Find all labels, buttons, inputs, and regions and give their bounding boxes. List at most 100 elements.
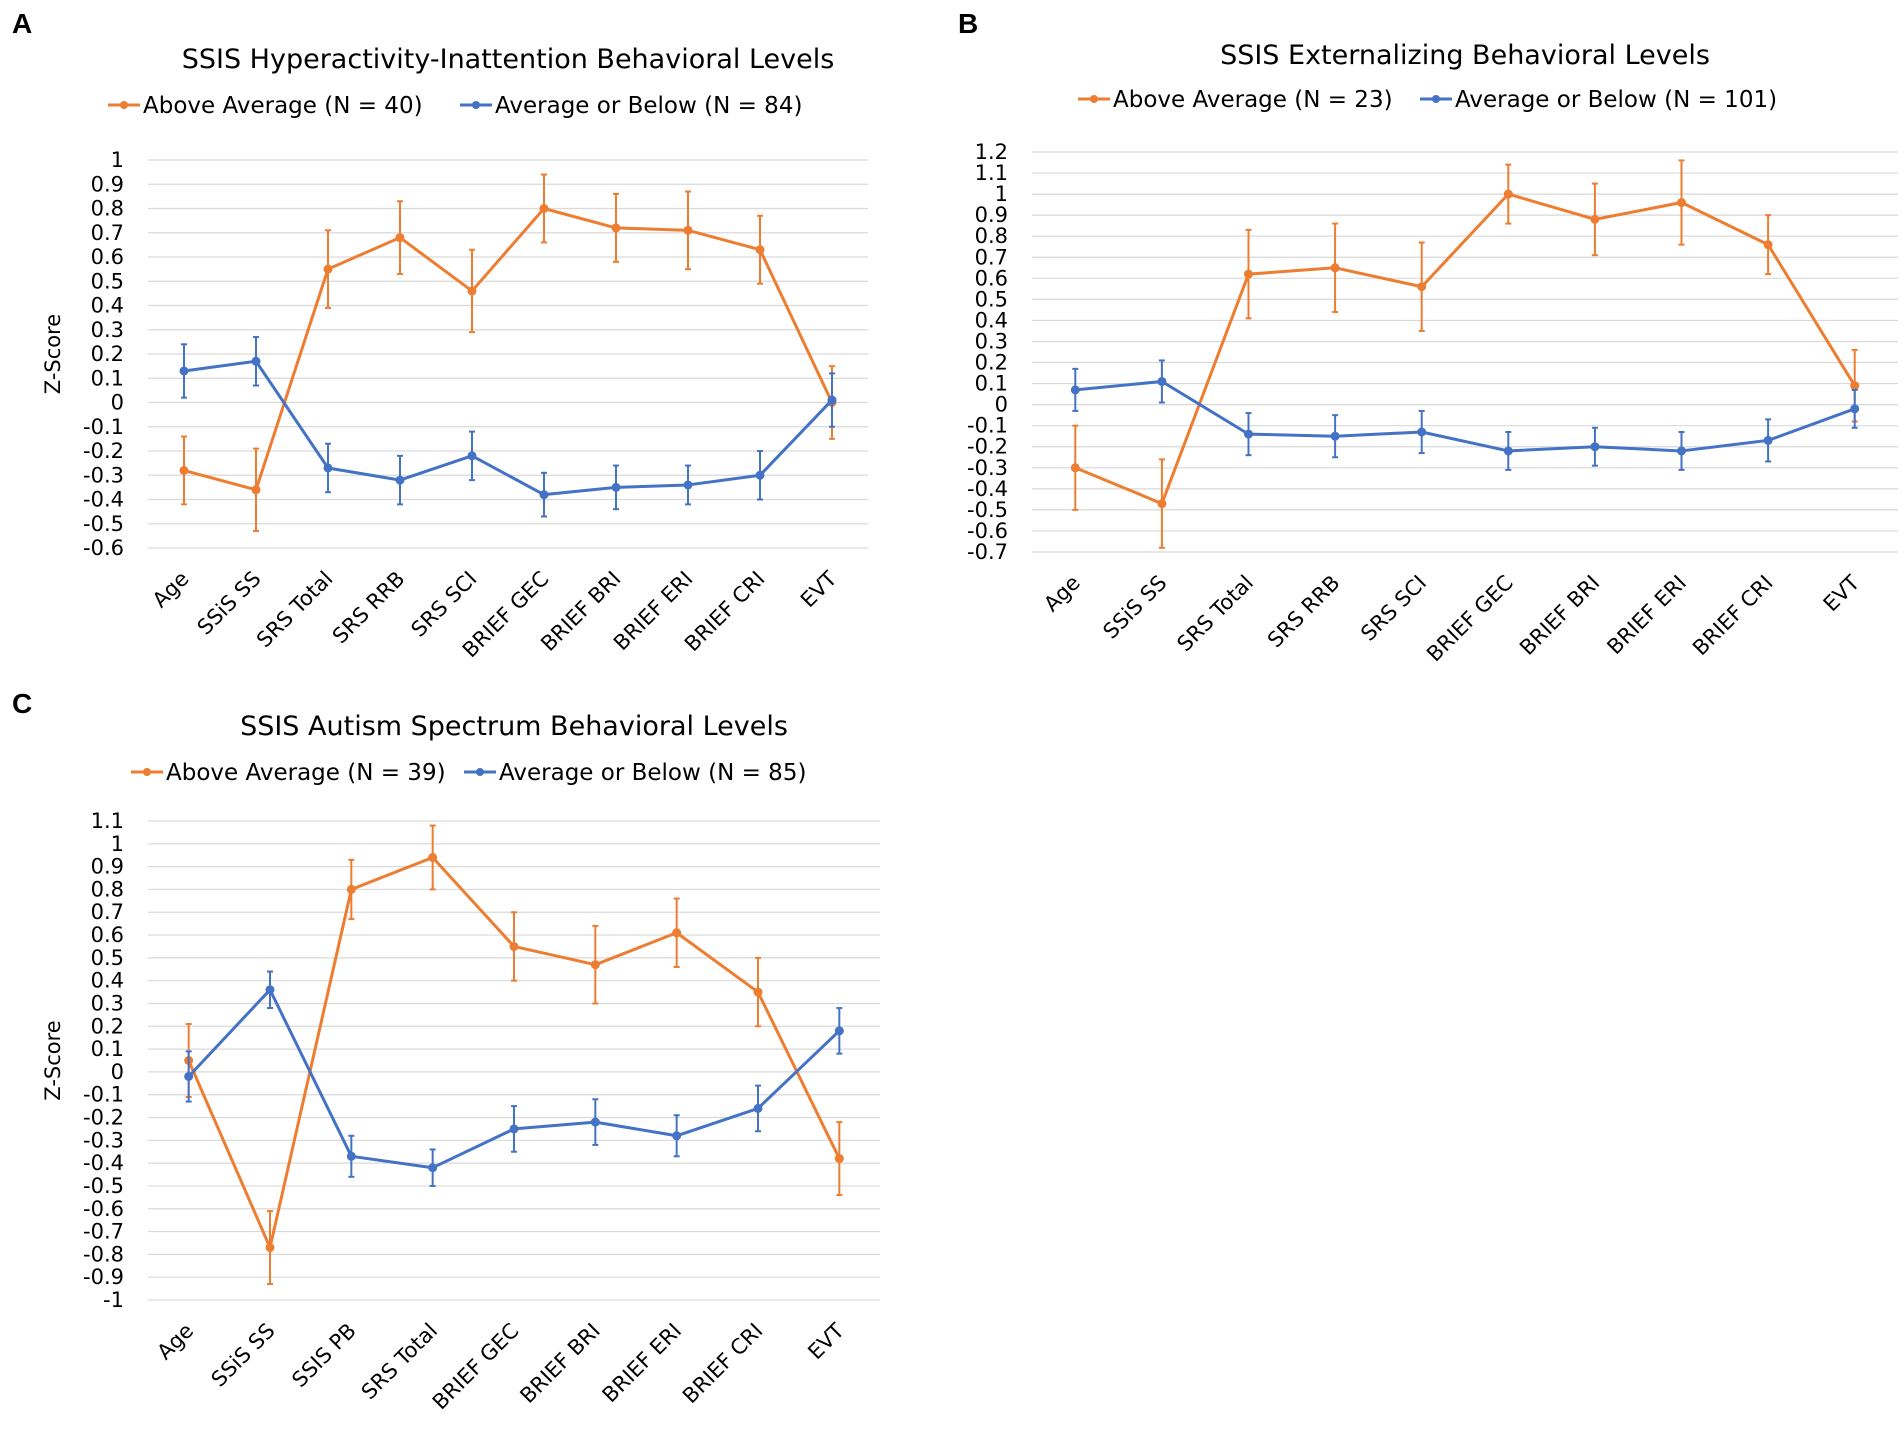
data-point xyxy=(1850,404,1860,414)
y-tick-label: -0.4 xyxy=(83,488,124,512)
y-tick-label: -0.1 xyxy=(83,1083,124,1107)
data-point xyxy=(346,1151,356,1161)
data-point xyxy=(611,482,621,492)
x-tick-label: BRIEF GEC xyxy=(1422,571,1518,667)
y-tick-label: 0.1 xyxy=(91,1037,124,1061)
data-point xyxy=(179,366,189,376)
data-point xyxy=(1503,446,1513,456)
data-point xyxy=(539,204,549,213)
y-tick-label: 1.1 xyxy=(91,809,124,833)
panel-b: B SSIS Externalizing Behavioral Levels Ab… xyxy=(925,0,1904,680)
x-tick-label: BRIEF ERI xyxy=(598,1319,687,1408)
data-point xyxy=(1763,240,1773,250)
y-tick-label: -0.3 xyxy=(83,1128,124,1152)
y-tick-label: 0.1 xyxy=(91,366,124,390)
data-point xyxy=(753,1103,763,1113)
legend-marker xyxy=(1090,95,1098,103)
y-tick-label: -0.3 xyxy=(967,456,1008,480)
data-point xyxy=(428,1163,438,1173)
legend-marker xyxy=(1432,95,1440,103)
legend-label: Average or Below (N = 85) xyxy=(499,760,806,786)
panel-letter: B xyxy=(958,8,979,39)
y-tick-label: 0.3 xyxy=(975,329,1008,353)
legend-label: Average or Below (N = 84) xyxy=(495,93,802,119)
data-point xyxy=(1417,282,1427,292)
x-tick-label: BRIEF CRI xyxy=(1688,571,1778,661)
y-tick-label: -0.5 xyxy=(967,498,1008,522)
data-point xyxy=(509,941,519,951)
y-tick-label: -0.2 xyxy=(83,1106,124,1130)
data-point xyxy=(1677,446,1686,456)
data-point xyxy=(1677,198,1686,208)
data-point xyxy=(1157,499,1167,509)
x-tick-label: SRS Total xyxy=(357,1319,443,1405)
y-tick-label: 0.8 xyxy=(975,224,1008,248)
data-point xyxy=(1330,263,1340,273)
x-tick-label: Age xyxy=(153,1319,199,1365)
data-point xyxy=(346,884,356,894)
x-tick-label: SSIS PB xyxy=(287,1319,360,1392)
y-tick-label: 0.6 xyxy=(91,245,124,269)
y-tick-label: 0.6 xyxy=(975,266,1008,290)
chart-a: SSIS Hyperactivity-Inattention Behaviora… xyxy=(41,44,868,662)
data-point xyxy=(1244,429,1253,439)
x-tick-label: Age xyxy=(148,567,194,613)
data-point xyxy=(755,470,765,480)
x-tick-label: SRS RRB xyxy=(328,567,410,649)
y-tick-label: 0.2 xyxy=(91,342,124,366)
y-tick-label: -0.4 xyxy=(967,477,1008,501)
data-point xyxy=(611,223,621,233)
x-tick-label: EVT xyxy=(803,1318,849,1364)
y-tick-label: 0.2 xyxy=(975,351,1008,375)
y-tick-label: 0.8 xyxy=(91,877,124,901)
data-point xyxy=(590,1117,600,1127)
legend-label: Above Average (N = 23) xyxy=(1113,87,1393,113)
y-tick-label: 0.4 xyxy=(91,294,124,318)
data-point xyxy=(1590,214,1600,224)
panel-c: C SSIS Autism Spectrum Behavioral Levels… xyxy=(0,680,950,1425)
x-tick-label: Age xyxy=(1039,571,1085,617)
data-point xyxy=(672,1131,682,1141)
data-point xyxy=(827,395,837,405)
data-point xyxy=(683,480,693,490)
y-tick-label: 0.5 xyxy=(91,946,124,970)
x-tick-label: SRS Total xyxy=(252,567,338,653)
legend-marker xyxy=(143,768,151,776)
x-tick-label: BRIEF GEC xyxy=(428,1319,524,1415)
y-tick-label: 0.7 xyxy=(91,221,124,245)
x-tick-label: EVT xyxy=(1819,570,1865,616)
data-point xyxy=(1590,442,1600,452)
data-point xyxy=(323,463,333,473)
y-tick-label: -0.9 xyxy=(83,1265,124,1289)
y-tick-label: 1 xyxy=(111,148,124,172)
data-point xyxy=(539,490,549,500)
y-tick-label: -0.3 xyxy=(83,463,124,487)
data-point xyxy=(323,264,333,274)
series-line xyxy=(1074,192,1856,506)
data-point xyxy=(683,225,693,235)
data-point xyxy=(1503,189,1513,199)
y-tick-label: 0.1 xyxy=(975,372,1008,396)
data-point xyxy=(1070,385,1080,395)
y-tick-label: 0.9 xyxy=(91,172,124,196)
y-tick-label: 0.7 xyxy=(91,900,124,924)
data-point xyxy=(251,356,261,366)
data-point xyxy=(395,233,405,243)
x-tick-label: SSiS SS xyxy=(207,1319,280,1392)
y-tick-label: -0.6 xyxy=(83,1197,124,1221)
y-tick-label: 0.4 xyxy=(91,969,124,993)
x-tick-label: SRS SCI xyxy=(406,567,481,642)
y-tick-label: 0.9 xyxy=(91,855,124,879)
data-point xyxy=(590,960,600,970)
y-tick-label: -0.2 xyxy=(83,439,124,463)
y-tick-label: -0.6 xyxy=(83,536,124,560)
y-tick-label: 0.6 xyxy=(91,923,124,947)
y-axis-label: Z-Score xyxy=(41,314,65,394)
legend-marker xyxy=(120,101,128,109)
y-tick-label: -0.7 xyxy=(83,1220,124,1244)
data-point xyxy=(179,465,189,475)
y-tick-label: -0.7 xyxy=(967,540,1008,564)
y-tick-label: -1 xyxy=(103,1288,124,1312)
y-tick-label: 1.2 xyxy=(975,140,1008,164)
legend-marker xyxy=(476,768,484,776)
